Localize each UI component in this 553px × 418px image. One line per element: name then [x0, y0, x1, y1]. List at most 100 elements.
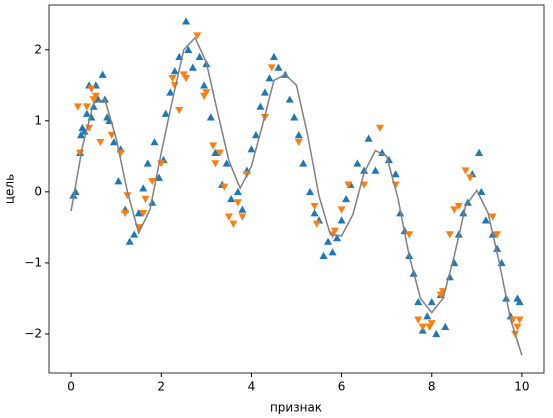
point [148, 198, 157, 206]
point [330, 227, 339, 235]
point [82, 103, 91, 111]
plot-frame [48, 4, 545, 374]
point [233, 187, 242, 196]
point [109, 138, 118, 146]
point [427, 320, 436, 328]
point [200, 81, 209, 89]
point [202, 89, 211, 97]
point [211, 148, 220, 156]
point [161, 109, 170, 117]
point [294, 138, 303, 147]
y-tick-label: 1 [34, 113, 42, 127]
point [324, 237, 333, 245]
point [121, 209, 130, 218]
point [310, 202, 319, 211]
point [150, 138, 159, 146]
point [73, 103, 82, 111]
point [432, 329, 441, 338]
point [360, 181, 369, 189]
point [294, 131, 303, 139]
point [155, 173, 163, 181]
point [123, 192, 132, 200]
point [175, 106, 184, 115]
point [360, 166, 369, 174]
point [269, 52, 278, 61]
point [130, 230, 139, 238]
point [141, 195, 150, 203]
point [466, 174, 475, 182]
point [188, 63, 197, 71]
point [364, 134, 373, 142]
point [353, 159, 362, 167]
point [193, 32, 202, 40]
point [233, 199, 242, 207]
point [445, 231, 454, 239]
point [206, 113, 215, 121]
point [310, 209, 319, 217]
point [134, 209, 143, 217]
point [96, 138, 105, 147]
point [461, 167, 470, 175]
x-tick-label: 6 [338, 380, 346, 394]
point [82, 109, 91, 117]
point [209, 142, 218, 150]
point [371, 166, 380, 174]
x-tick-label: 4 [248, 380, 256, 394]
point [405, 231, 414, 239]
point [260, 88, 269, 96]
point [274, 63, 283, 71]
point [114, 177, 123, 185]
point [481, 216, 490, 224]
point [441, 322, 450, 331]
point [378, 148, 387, 156]
y-axis-label: цель [3, 174, 17, 204]
point [182, 17, 191, 25]
point [251, 131, 260, 139]
point [224, 213, 233, 221]
point [238, 205, 247, 213]
point [222, 159, 231, 167]
y-tick-label: 2 [34, 42, 42, 56]
point [414, 316, 423, 324]
point [488, 213, 497, 221]
point [418, 323, 427, 331]
point [168, 74, 177, 83]
point [211, 160, 220, 168]
point [414, 297, 423, 306]
point [98, 70, 107, 78]
point [475, 148, 484, 156]
point [384, 155, 393, 164]
point [182, 74, 191, 83]
point [450, 206, 459, 214]
point [299, 159, 308, 167]
point [229, 220, 238, 228]
line [70, 36, 523, 356]
point [454, 202, 463, 211]
point [328, 248, 337, 256]
x-tick-label: 2 [157, 380, 165, 394]
x-tick-label: 10 [514, 380, 529, 394]
point [148, 177, 157, 186]
point [139, 209, 148, 218]
x-tick-label: 0 [67, 380, 75, 394]
point [337, 216, 346, 224]
point [306, 187, 315, 196]
point [256, 102, 265, 110]
point [493, 231, 502, 239]
point [285, 95, 294, 103]
point [220, 183, 229, 191]
x-tick-label: 8 [428, 380, 436, 394]
point [116, 149, 125, 157]
point [107, 131, 116, 140]
point [166, 88, 175, 96]
point [375, 124, 384, 132]
point [333, 234, 342, 242]
point [267, 64, 276, 72]
point [319, 251, 328, 259]
x-axis-label: признак [270, 401, 322, 415]
point [91, 92, 100, 100]
point [215, 149, 224, 157]
point [184, 45, 193, 53]
point [493, 244, 502, 252]
